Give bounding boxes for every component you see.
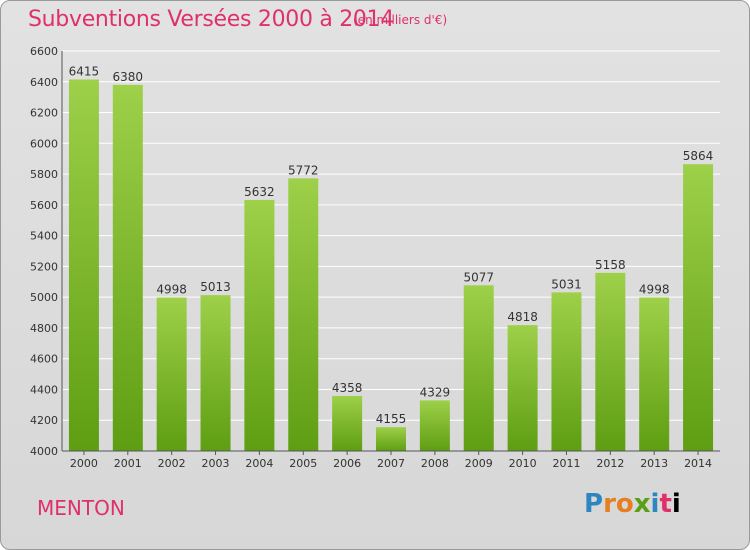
x-tick-label: 2000 (70, 457, 98, 470)
y-tick-label: 5800 (30, 168, 58, 181)
bar-2003 (200, 295, 231, 451)
bar-2004 (244, 199, 275, 451)
y-tick-label: 6200 (30, 107, 58, 120)
bar-2011 (551, 292, 582, 451)
value-label: 4329 (420, 385, 451, 399)
city-name: MENTON (37, 496, 125, 520)
value-label: 4998 (639, 282, 670, 296)
y-tick-label: 5600 (30, 199, 58, 212)
value-labels: 6415 6380 4998 5013 5632 5772 4358 4155 4329 5077… (69, 64, 714, 426)
value-label: 5031 (551, 277, 582, 291)
x-tick-label: 2003 (202, 457, 230, 470)
proxiti-logo[interactable]: Proxiti (584, 489, 681, 519)
y-tick-label: 4000 (30, 445, 58, 458)
x-axis: 2000 2001 2002 2003 2004 2005 2006 2007 2008 2009… (70, 451, 712, 470)
y-tick-label: 5400 (30, 230, 58, 243)
value-label: 5158 (595, 258, 626, 272)
value-label: 5864 (683, 149, 714, 163)
bar-2002 (156, 297, 187, 451)
value-label: 4818 (507, 310, 538, 324)
x-tick-label: 2006 (333, 457, 361, 470)
chart-title: Subventions Versées 2000 à 2014 (28, 7, 395, 32)
bars (68, 79, 714, 451)
value-label: 4998 (156, 282, 187, 296)
bar-2010 (507, 325, 538, 451)
bar-2006 (332, 395, 363, 451)
value-label: 5013 (200, 280, 231, 294)
value-label: 6415 (69, 64, 100, 78)
x-tick-label: 2009 (465, 457, 493, 470)
bar-2001 (112, 84, 143, 451)
bar-2014 (683, 164, 714, 451)
value-label: 5632 (244, 185, 275, 199)
bar-2008 (419, 400, 450, 451)
y-tick-label: 5200 (30, 260, 58, 273)
x-tick-label: 2013 (640, 457, 668, 470)
value-label: 5077 (463, 270, 494, 284)
y-tick-label: 4200 (30, 414, 58, 427)
value-label: 4358 (332, 381, 363, 395)
bar-2013 (639, 297, 670, 451)
y-tick-label: 4400 (30, 383, 58, 396)
bar-2009 (463, 285, 494, 451)
value-label: 6380 (113, 70, 144, 84)
chart-subtitle: (en milliers d'€) (353, 13, 448, 27)
x-tick-label: 2002 (158, 457, 186, 470)
y-tick-label: 6400 (30, 76, 58, 89)
x-tick-label: 2011 (552, 457, 580, 470)
bar-2007 (376, 427, 406, 451)
y-tick-label: 6600 (30, 45, 58, 58)
bar-2012 (595, 272, 626, 451)
y-tick-label: 4800 (30, 322, 58, 335)
y-tick-label: 6000 (30, 137, 58, 150)
x-tick-label: 2010 (509, 457, 537, 470)
x-tick-label: 2007 (377, 457, 405, 470)
bar-2005 (288, 178, 319, 451)
y-tick-label: 4600 (30, 353, 58, 366)
bar-2000 (68, 79, 99, 451)
value-label: 5772 (288, 163, 319, 177)
x-tick-label: 2008 (421, 457, 449, 470)
y-tick-label: 5000 (30, 291, 58, 304)
x-tick-label: 2005 (289, 457, 317, 470)
x-tick-label: 2001 (114, 457, 142, 470)
x-tick-label: 2014 (684, 457, 712, 470)
x-tick-label: 2012 (596, 457, 624, 470)
x-tick-label: 2004 (245, 457, 273, 470)
value-label: 4155 (376, 412, 407, 426)
